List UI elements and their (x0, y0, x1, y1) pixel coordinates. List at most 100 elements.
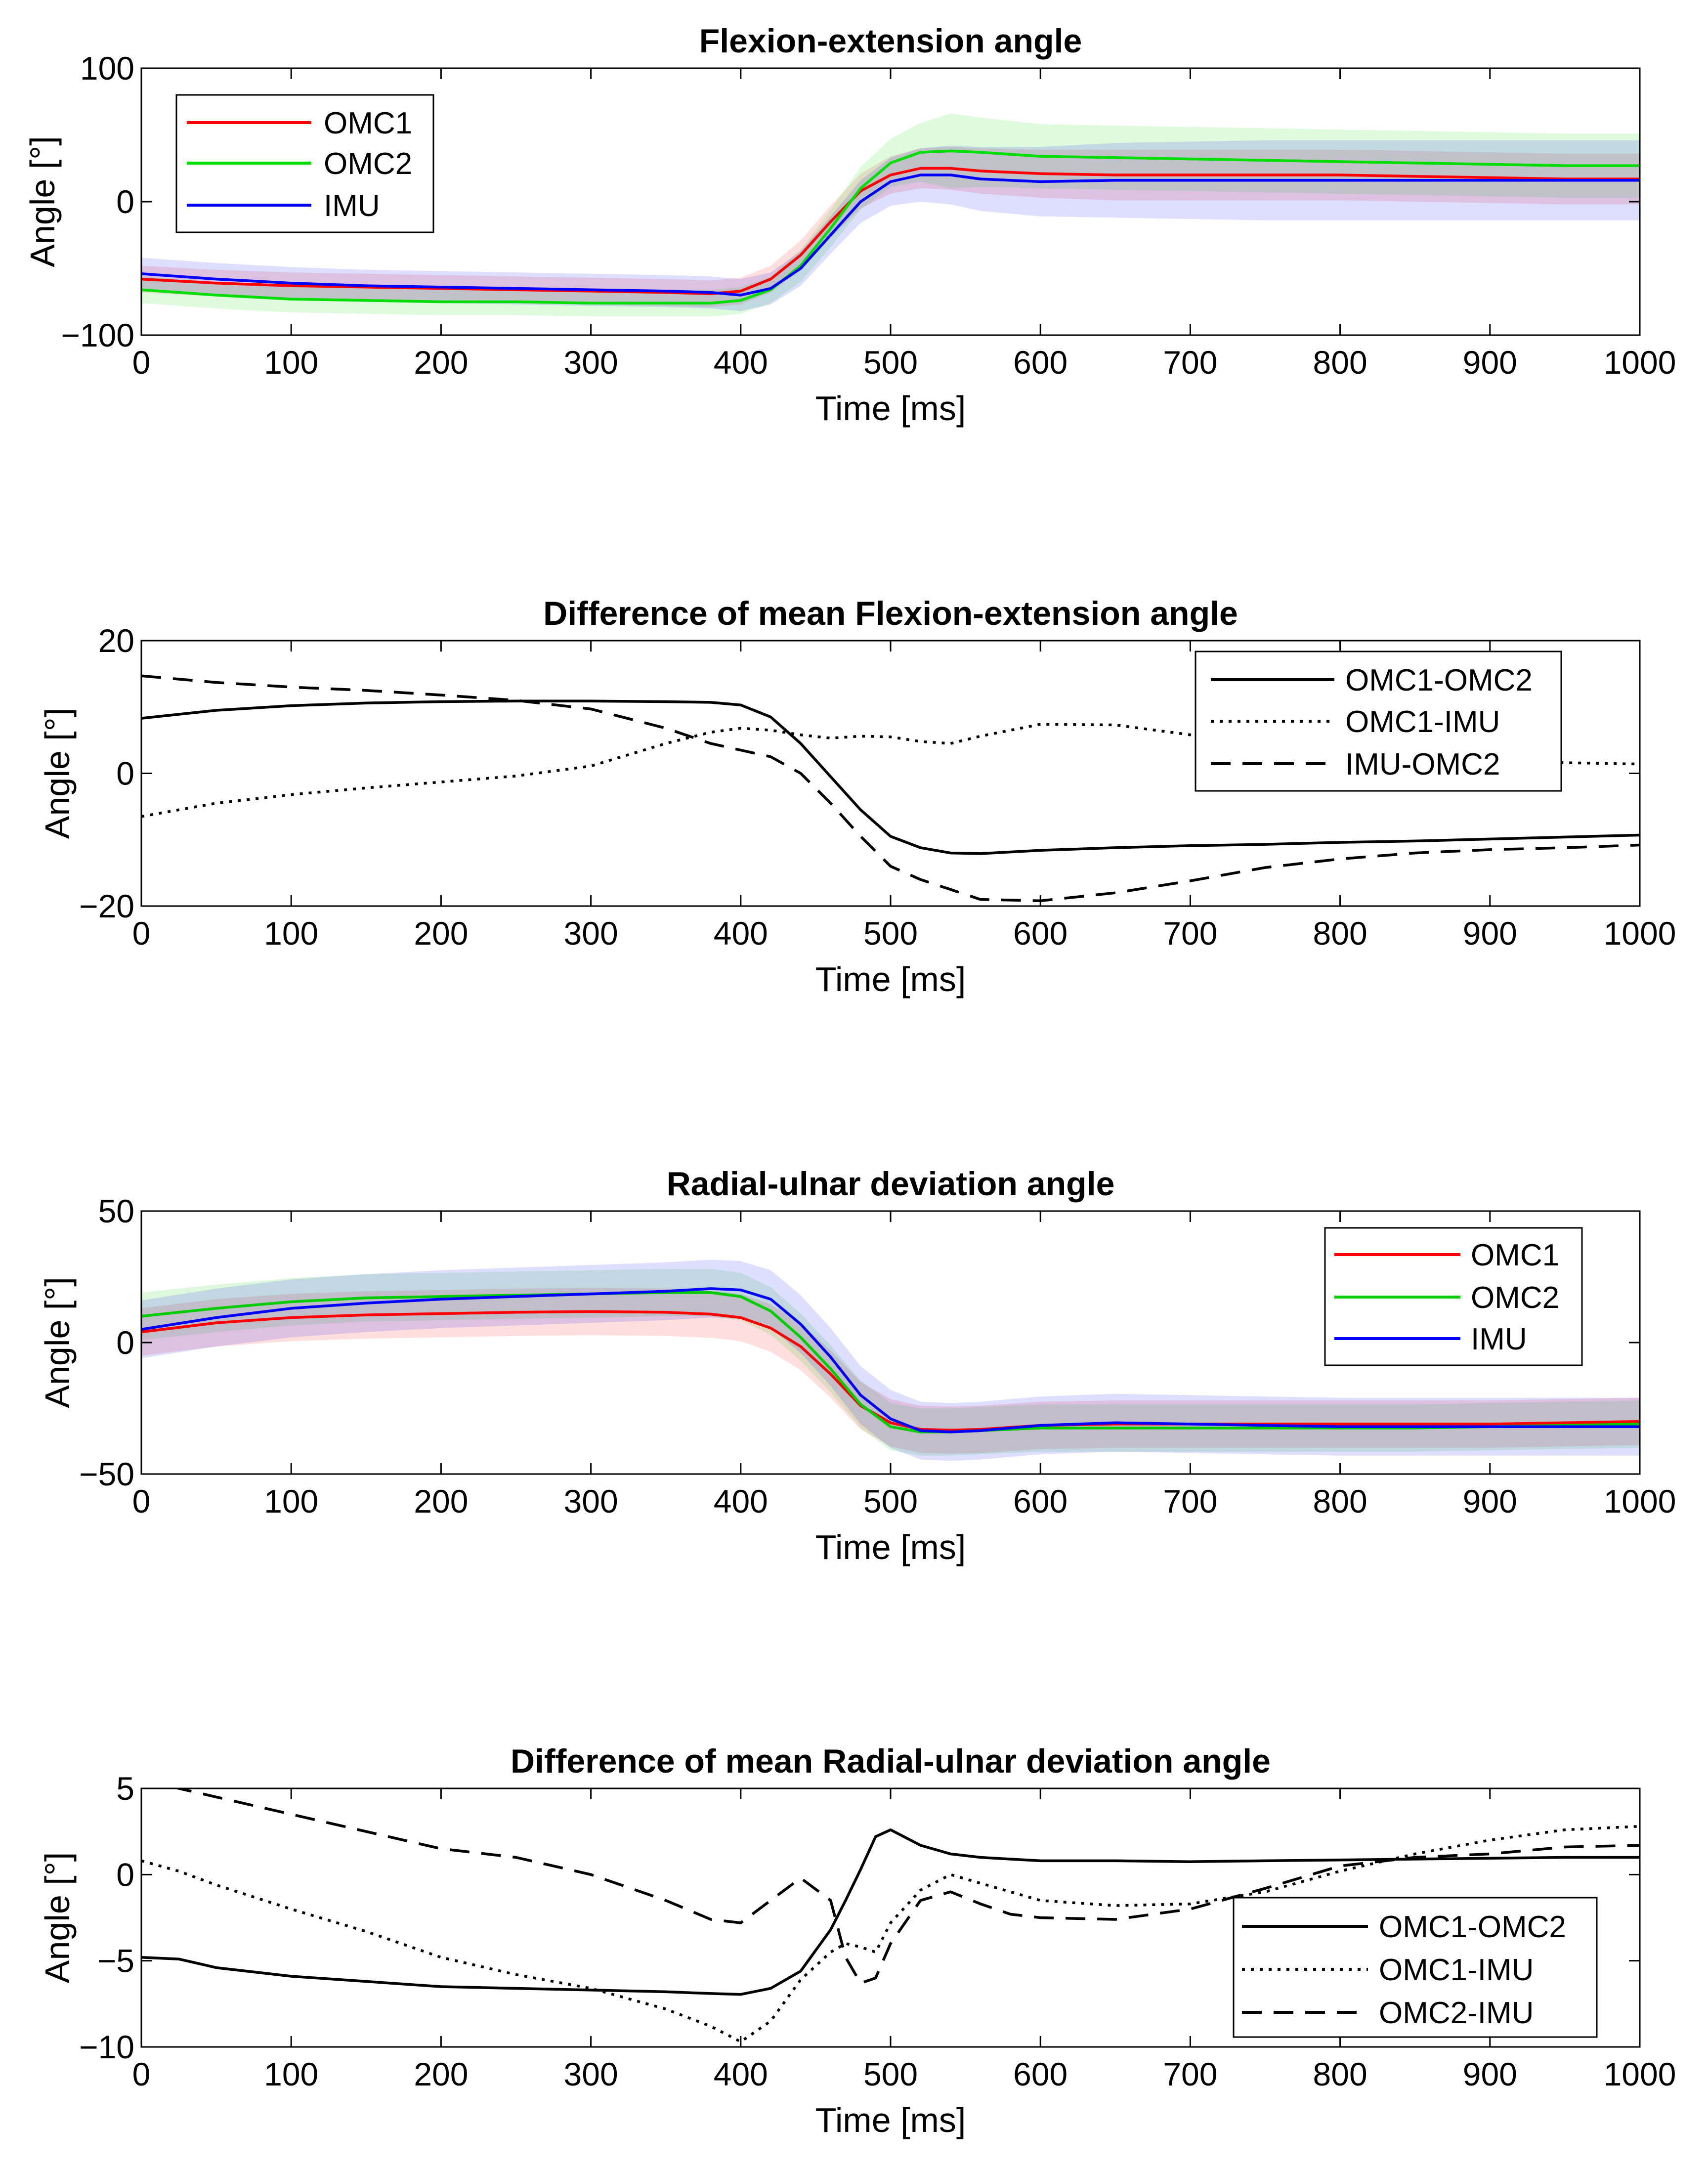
x-tick-label: 0 (132, 344, 151, 381)
chart-title: Radial-ulnar deviation angle (667, 1165, 1115, 1203)
x-tick-label: 700 (1163, 915, 1217, 952)
y-axis-label: Angle [°] (38, 1277, 77, 1408)
series-line-omc1-omc2 (141, 699, 1640, 855)
y-tick-label: −50 (79, 1456, 134, 1492)
x-tick-label: 200 (414, 915, 468, 952)
legend-label: OMC2 (324, 147, 412, 181)
x-tick-label: 700 (1163, 1483, 1217, 1520)
legend: OMC1-OMC2 OMC1-IMU IMU-OMC2 (1195, 651, 1562, 792)
y-tick-label: 5 (116, 1770, 134, 1807)
x-tick-label: 400 (714, 2056, 768, 2092)
x-tick-label: 300 (564, 1483, 618, 1520)
legend: OMC1 OMC2 IMU (1324, 1227, 1583, 1366)
x-tick-label: 0 (132, 1483, 151, 1520)
y-tick-label: 0 (116, 183, 134, 220)
x-tick-label: 300 (564, 915, 618, 952)
series-line-imu-omc2 (141, 674, 1640, 903)
x-tick-label: 100 (264, 2056, 318, 2092)
band-omc1 (141, 147, 1640, 307)
x-axis-label: Time [ms] (815, 389, 966, 428)
plot-content (141, 1788, 1640, 2043)
chart-4: 0 100 200 300 400 500 600 700 800 900 1000 −10 −5 0 5 D… (38, 1742, 1676, 2139)
y-tick-label: 0 (116, 755, 134, 792)
legend-label: IMU-OMC2 (1345, 747, 1500, 782)
chart-title: Difference of mean Flexion-extension ang… (543, 595, 1238, 632)
legend: OMC1 OMC2 IMU (175, 94, 434, 233)
x-tick-label: 400 (714, 915, 768, 952)
band-imu (141, 1260, 1640, 1461)
y-axis-label: Angle [°] (38, 1852, 77, 1983)
band-omc2 (141, 1269, 1640, 1456)
series-line-omc1-omc2 (141, 1828, 1640, 1996)
y-axis-label: Angle [°] (38, 708, 77, 839)
y-tick-label: −10 (79, 2029, 134, 2065)
chart-3: 0 100 200 300 400 500 600 700 800 900 1000−50050Ra… (38, 1165, 1676, 1566)
series-line-imu (141, 174, 1640, 297)
x-tick-label: 1000 (1604, 1483, 1676, 1520)
chart-title: Flexion-extension angle (699, 22, 1082, 60)
legend-label: OMC1 (324, 106, 412, 140)
x-tick-label: 500 (863, 915, 918, 952)
legend-label: OMC2 (1471, 1281, 1559, 1315)
x-tick-label: 1000 (1604, 2056, 1676, 2092)
x-tick-label: 300 (564, 344, 618, 381)
x-tick-label: 500 (863, 2056, 918, 2092)
legend-label: IMU (324, 189, 380, 223)
x-axis-label: Time [ms] (815, 1528, 966, 1566)
x-tick-label: 400 (714, 344, 768, 381)
series-line-omc2-imu (172, 1788, 1640, 1985)
y-tick-label: 100 (80, 50, 134, 87)
legend-box (1233, 1897, 1598, 2038)
y-tick-label: 0 (116, 1324, 134, 1361)
x-tick-label: 700 (1163, 2056, 1217, 2092)
plot-content (141, 113, 1640, 317)
x-tick-label: 900 (1463, 2056, 1517, 2092)
band-omc1 (141, 1288, 1640, 1454)
x-tick-label: 100 (264, 1483, 318, 1520)
legend-label: OMC1-OMC2 (1379, 1910, 1566, 1944)
x-tick-label: 100 (264, 915, 318, 952)
x-tick-label: 300 (564, 2056, 618, 2092)
x-tick-label: 0 (132, 915, 151, 952)
legend-label: OMC1-IMU (1379, 1953, 1534, 1987)
legend-label: OMC1-OMC2 (1345, 663, 1533, 697)
legend-label: OMC2-IMU (1379, 1996, 1534, 2030)
y-tick-label: 50 (98, 1193, 134, 1229)
x-tick-label: 200 (414, 1483, 468, 1520)
band-imu (141, 140, 1640, 311)
x-tick-label: 600 (1013, 2056, 1068, 2092)
y-tick-label: −5 (97, 1943, 134, 1979)
x-tick-label: 600 (1013, 1483, 1068, 1520)
chart-2: 0 100 200 300 400 500 600 700 800 900 1000−20020Di… (38, 595, 1676, 999)
legend-label: IMU (1471, 1322, 1527, 1356)
plot-content (141, 674, 1640, 903)
x-axis-label: Time [ms] (815, 960, 966, 999)
x-tick-label: 600 (1013, 344, 1068, 381)
plot-content (141, 1260, 1640, 1461)
x-tick-label: 200 (414, 344, 468, 381)
chart-1: 0 100 200 300 400 500 600 700 800 900 1000−1000100… (23, 22, 1676, 428)
x-tick-label: 800 (1313, 1483, 1367, 1520)
series-line-omc2 (141, 149, 1640, 304)
x-tick-label: 400 (714, 1483, 768, 1520)
x-tick-label: 0 (132, 2056, 151, 2092)
x-tick-label: 800 (1313, 915, 1367, 952)
legend-label: OMC1-IMU (1345, 705, 1500, 739)
x-tick-label: 500 (863, 1483, 918, 1520)
x-tick-label: 900 (1463, 344, 1517, 381)
series-line-omc2 (141, 1291, 1640, 1434)
legend-label: OMC1 (1471, 1238, 1559, 1272)
x-tick-label: 900 (1463, 915, 1517, 952)
x-tick-label: 800 (1313, 344, 1367, 381)
legend: OMC1-OMC2 OMC1-IMU OMC2-IMU (1233, 1897, 1598, 2038)
y-tick-label: 20 (98, 622, 134, 659)
x-tick-label: 600 (1013, 915, 1068, 952)
x-tick-label: 500 (863, 344, 918, 381)
x-tick-label: 1000 (1604, 915, 1676, 952)
band-omc2 (141, 113, 1640, 317)
y-tick-label: −100 (61, 317, 134, 353)
x-tick-label: 900 (1463, 1483, 1517, 1520)
x-tick-label: 100 (264, 344, 318, 381)
y-tick-label: 0 (116, 1856, 134, 1893)
